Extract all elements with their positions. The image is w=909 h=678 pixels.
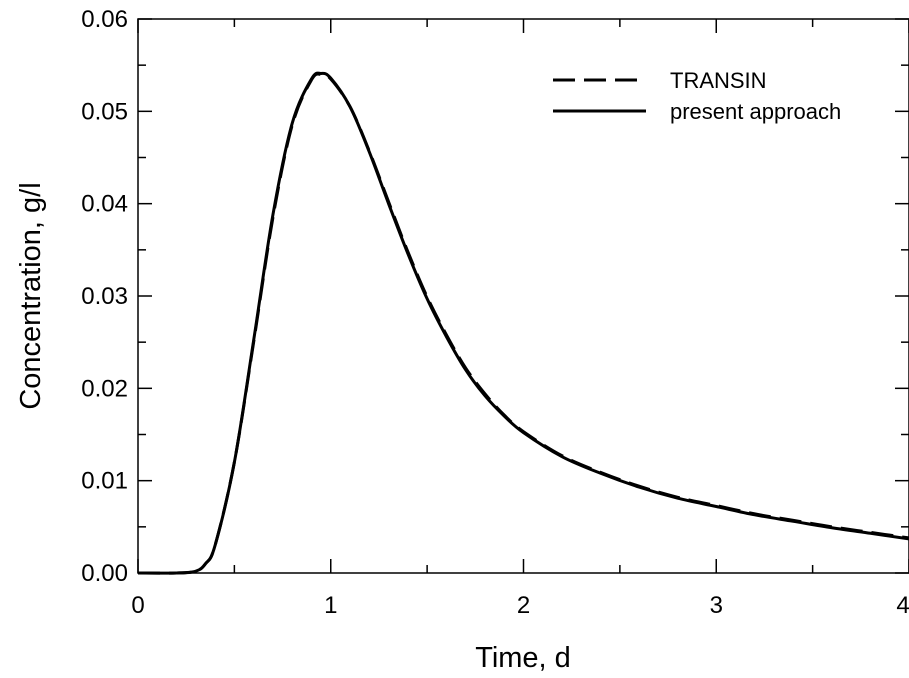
legend: TRANSIN present approach: [553, 68, 841, 124]
series-line-transin: [137, 72, 909, 575]
legend-label-present-approach: present approach: [670, 99, 841, 124]
series-line-present-approach: [137, 71, 909, 575]
x-tick-label: 3: [710, 592, 723, 619]
x-axis-title: Time, d: [475, 642, 571, 674]
tick-labels: 0 1 2 3 4 0.00 0.01 0.02 0.03 0.04 0.05 0.06: [81, 6, 909, 619]
x-tick-label: 2: [517, 592, 530, 619]
x-tick-label: 0: [131, 592, 144, 619]
y-tick-label: 0.01: [81, 468, 128, 495]
x-tick-label: 1: [324, 592, 337, 619]
series-layer: [137, 71, 909, 575]
y-tick-label: 0.04: [81, 191, 128, 218]
y-tick-label: 0.05: [81, 98, 128, 125]
y-tick-label: 0.06: [81, 6, 128, 33]
y-tick-label: 0.00: [81, 560, 128, 587]
legend-label-transin: TRANSIN: [670, 68, 767, 93]
y-tick-label: 0.02: [81, 375, 128, 402]
y-tick-label: 0.03: [81, 283, 128, 310]
x-tick-label: 4: [896, 592, 909, 619]
y-axis-title: Concentration, g/l: [15, 182, 47, 409]
